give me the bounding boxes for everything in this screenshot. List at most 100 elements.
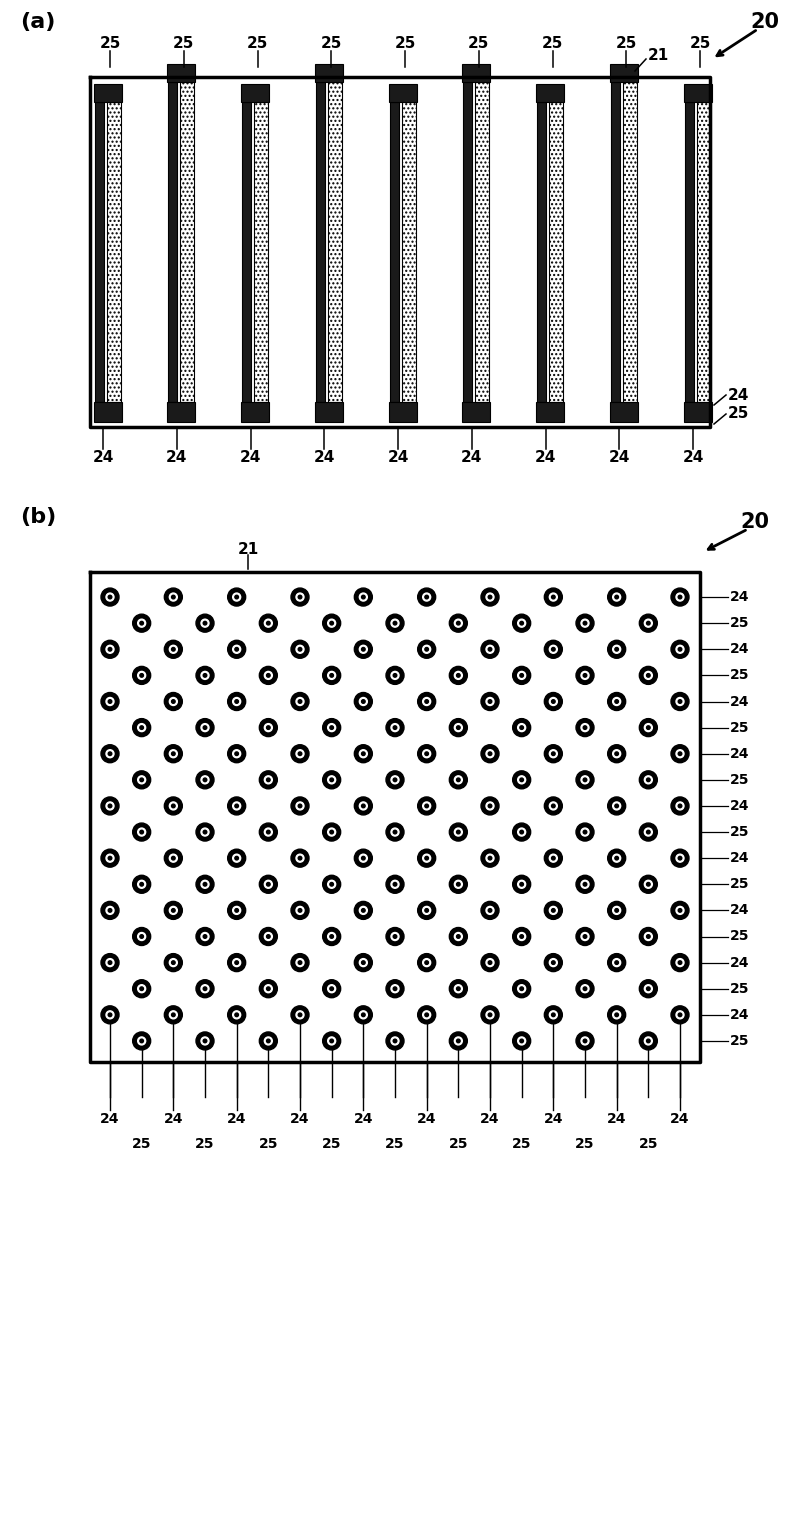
Circle shape <box>386 927 404 945</box>
Circle shape <box>454 672 462 680</box>
Circle shape <box>298 1012 302 1017</box>
Text: 25: 25 <box>195 1138 214 1151</box>
Text: 24: 24 <box>730 799 750 812</box>
Circle shape <box>518 724 526 731</box>
Circle shape <box>454 776 462 783</box>
Circle shape <box>266 779 270 782</box>
Circle shape <box>676 854 684 863</box>
Text: 25: 25 <box>690 35 710 50</box>
Circle shape <box>418 640 436 658</box>
Text: 24: 24 <box>163 1112 183 1125</box>
Circle shape <box>450 823 467 841</box>
Circle shape <box>201 828 209 837</box>
Circle shape <box>671 745 689 762</box>
Circle shape <box>488 647 492 651</box>
Circle shape <box>518 880 526 889</box>
Circle shape <box>264 672 272 680</box>
Bar <box>314 64 342 82</box>
Circle shape <box>583 935 586 938</box>
Text: 24: 24 <box>730 851 750 866</box>
Text: 25: 25 <box>575 1138 594 1151</box>
Circle shape <box>488 909 492 912</box>
Circle shape <box>608 849 626 867</box>
Bar <box>549 102 563 402</box>
Circle shape <box>583 1040 586 1043</box>
Bar <box>242 102 251 402</box>
Circle shape <box>259 980 278 997</box>
Circle shape <box>228 693 246 710</box>
Circle shape <box>108 909 112 912</box>
Circle shape <box>259 719 278 736</box>
Circle shape <box>101 901 119 919</box>
Circle shape <box>164 640 182 658</box>
Circle shape <box>457 779 460 782</box>
Circle shape <box>359 646 367 654</box>
Circle shape <box>354 901 372 919</box>
Circle shape <box>639 823 658 841</box>
Circle shape <box>140 883 143 886</box>
Circle shape <box>486 854 494 863</box>
Circle shape <box>391 828 399 837</box>
Text: 25: 25 <box>173 35 194 50</box>
Bar <box>94 102 103 402</box>
Circle shape <box>613 750 621 757</box>
Circle shape <box>615 805 618 808</box>
Circle shape <box>481 1006 499 1023</box>
Circle shape <box>550 750 558 757</box>
Circle shape <box>196 1032 214 1051</box>
Circle shape <box>203 673 206 676</box>
Circle shape <box>520 986 523 991</box>
Circle shape <box>233 802 241 809</box>
Circle shape <box>101 693 119 710</box>
Circle shape <box>513 1032 530 1051</box>
Circle shape <box>228 1006 246 1023</box>
Text: 25: 25 <box>730 930 750 944</box>
Circle shape <box>422 698 430 705</box>
Circle shape <box>394 779 397 782</box>
Text: 25: 25 <box>322 1138 342 1151</box>
Circle shape <box>454 1037 462 1044</box>
Circle shape <box>330 725 334 730</box>
Circle shape <box>454 880 462 889</box>
Circle shape <box>671 693 689 710</box>
Text: 25: 25 <box>730 721 750 734</box>
Circle shape <box>170 698 178 705</box>
Circle shape <box>481 849 499 867</box>
Circle shape <box>551 647 555 651</box>
Circle shape <box>359 750 367 757</box>
Text: 24: 24 <box>682 449 704 464</box>
Circle shape <box>354 745 372 762</box>
Circle shape <box>576 927 594 945</box>
Circle shape <box>138 880 146 889</box>
Circle shape <box>608 953 626 971</box>
Circle shape <box>513 614 530 632</box>
Text: 24: 24 <box>227 1112 246 1125</box>
Circle shape <box>362 805 365 808</box>
Circle shape <box>422 907 430 915</box>
Circle shape <box>133 823 150 841</box>
Circle shape <box>613 907 621 915</box>
Circle shape <box>362 1012 365 1017</box>
Circle shape <box>422 646 430 654</box>
Circle shape <box>235 596 238 599</box>
Circle shape <box>108 857 112 860</box>
Circle shape <box>291 849 309 867</box>
Bar <box>389 402 417 421</box>
Text: 20: 20 <box>741 512 770 531</box>
Circle shape <box>291 901 309 919</box>
Circle shape <box>457 621 460 625</box>
Circle shape <box>298 960 302 965</box>
Bar <box>622 82 637 402</box>
Circle shape <box>296 750 304 757</box>
Circle shape <box>671 588 689 606</box>
Circle shape <box>170 854 178 863</box>
Circle shape <box>140 779 143 782</box>
Circle shape <box>646 883 650 886</box>
Circle shape <box>486 698 494 705</box>
Circle shape <box>362 647 365 651</box>
Circle shape <box>450 980 467 997</box>
Circle shape <box>362 960 365 965</box>
Circle shape <box>106 854 114 863</box>
Circle shape <box>386 823 404 841</box>
Text: 25: 25 <box>386 1138 405 1151</box>
